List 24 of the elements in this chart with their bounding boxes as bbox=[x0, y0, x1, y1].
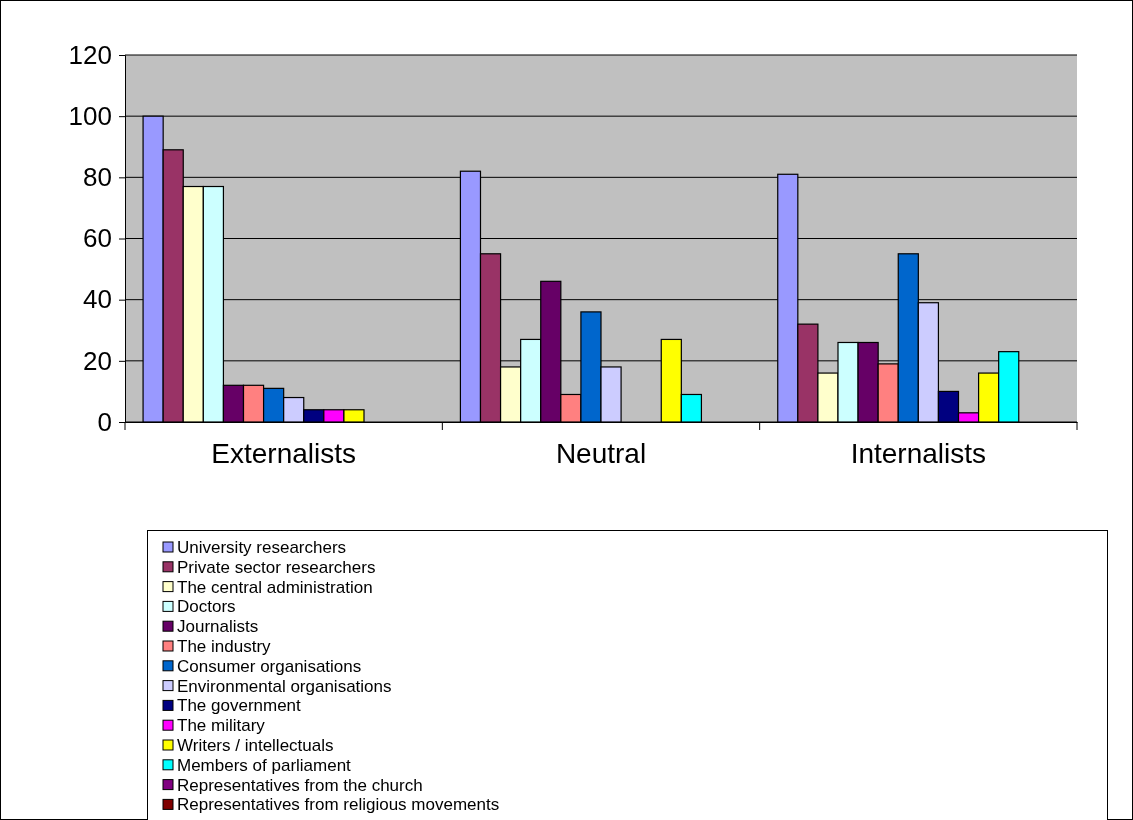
legend-label: Private sector researchers bbox=[177, 557, 376, 577]
legend-label: Environmental organisations bbox=[177, 676, 392, 696]
y-tick-label: 20 bbox=[83, 345, 112, 376]
legend-label: The military bbox=[177, 716, 266, 736]
legend-label: The industry bbox=[177, 637, 272, 656]
y-tick-label: 100 bbox=[68, 100, 112, 131]
legend-label: Representatives from the church bbox=[177, 775, 423, 795]
legend-label: Doctors bbox=[177, 597, 236, 617]
legend-label: Consumer organisations bbox=[177, 656, 362, 676]
x-tick-label: Neutral bbox=[555, 438, 647, 469]
x-tick-label: Internalists bbox=[850, 438, 987, 469]
legend-label: Journalists bbox=[177, 617, 259, 637]
legend-label: The central administration bbox=[177, 577, 373, 597]
legend-label: Representatives from religious movements bbox=[177, 795, 500, 815]
y-tick-label: 120 bbox=[68, 39, 112, 70]
y-tick-label: 0 bbox=[97, 406, 112, 437]
legend-label: Members of parliament bbox=[177, 755, 352, 775]
legend-label: University researchers bbox=[177, 538, 347, 557]
legend-label: The government bbox=[177, 696, 302, 716]
y-tick-label: 80 bbox=[83, 162, 112, 193]
y-tick-label: 60 bbox=[83, 223, 112, 254]
legend-label: Writers / intellectuals bbox=[177, 736, 334, 755]
y-tick-label: 40 bbox=[83, 284, 112, 315]
x-tick-label: Externalists bbox=[211, 438, 357, 469]
